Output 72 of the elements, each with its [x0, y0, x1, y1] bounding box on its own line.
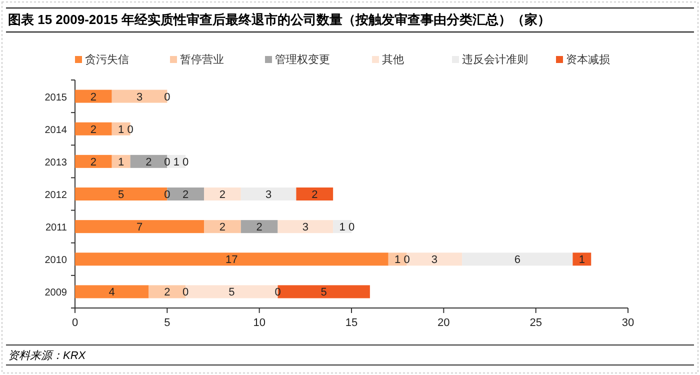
legend-label: 贪污失信	[85, 53, 129, 66]
data-label: 7	[136, 222, 143, 234]
bar	[75, 252, 388, 266]
bar	[75, 220, 204, 234]
data-label: 0	[164, 156, 170, 168]
bar	[204, 188, 241, 200]
data-label: 2	[90, 156, 96, 168]
bar	[75, 154, 112, 168]
data-label: 0	[127, 124, 134, 136]
data-label: 3	[431, 254, 438, 266]
bar	[278, 220, 334, 234]
x-tick-label: 20	[438, 317, 450, 329]
data-label: 2	[90, 124, 96, 136]
x-tick-label: 25	[530, 317, 542, 329]
x-tick-label: 15	[345, 317, 358, 329]
x-tick-label: 10	[253, 317, 266, 329]
data-label: 2	[146, 156, 152, 168]
y-tick-label: 2015	[44, 92, 68, 104]
bar	[572, 252, 592, 266]
bar	[75, 90, 112, 103]
x-tick-label: 30	[622, 317, 634, 329]
data-label: 2	[182, 189, 189, 201]
data-label: 0	[164, 91, 170, 104]
data-label: 1	[339, 222, 346, 234]
x-tick-label: 0	[72, 317, 78, 329]
annotation: 0	[404, 254, 410, 266]
data-label: 17	[226, 254, 238, 266]
data-label: 3	[136, 91, 143, 104]
data-label: 0	[182, 156, 189, 168]
bar	[296, 188, 334, 200]
data-label: 1	[118, 156, 124, 168]
data-label: 2	[256, 222, 262, 234]
bar	[75, 122, 112, 136]
data-label: 0	[348, 222, 355, 234]
data-label: 2	[312, 189, 318, 201]
y-tick-label: 2009	[44, 288, 68, 299]
y-tick-label: 2014	[44, 124, 68, 136]
y-tick-label: 2011	[45, 222, 68, 234]
legend-label: 其他	[382, 53, 404, 66]
legend-label: 违反会计准则	[462, 53, 528, 66]
bar	[204, 220, 241, 234]
data-label: 6	[514, 254, 520, 266]
data-label: 3	[302, 222, 308, 234]
text: 资料来源：KRX	[8, 349, 86, 362]
data-label: 5	[320, 286, 327, 299]
x-tick-label: 5	[164, 317, 170, 329]
chart-title: 图表 15 2009-2015 年经实质性审查后最终退市的公司数量（按触发审查事由分类汇总）（家）	[8, 12, 550, 27]
data-label: 2	[219, 189, 226, 201]
data-label: 2	[90, 91, 96, 104]
bar	[462, 252, 573, 266]
y-tick-label: 2012	[44, 190, 68, 201]
bar	[112, 154, 130, 168]
annotation: 0	[274, 286, 281, 299]
y-tick-label: 2010	[44, 255, 68, 266]
bar	[240, 188, 296, 200]
data-label: 4	[108, 286, 115, 299]
data-label: 1	[118, 124, 124, 136]
data-label: 1	[394, 254, 401, 266]
data-label: 1	[173, 156, 180, 168]
data-label: 3	[265, 189, 272, 201]
legend-label: 管理权变更	[275, 53, 330, 66]
data-label: 2	[219, 222, 226, 234]
data-label: 1	[578, 254, 585, 266]
legend-label: 资本减损	[566, 53, 610, 66]
data-label: 2	[164, 286, 170, 299]
data-label: 5	[228, 286, 235, 299]
y-tick-label: 2013	[44, 157, 68, 168]
bar	[240, 220, 278, 234]
bar	[75, 285, 149, 298]
annotation: 0	[182, 286, 189, 299]
legend-label: 暂停营业	[180, 53, 224, 66]
data-label: 5	[118, 189, 124, 201]
